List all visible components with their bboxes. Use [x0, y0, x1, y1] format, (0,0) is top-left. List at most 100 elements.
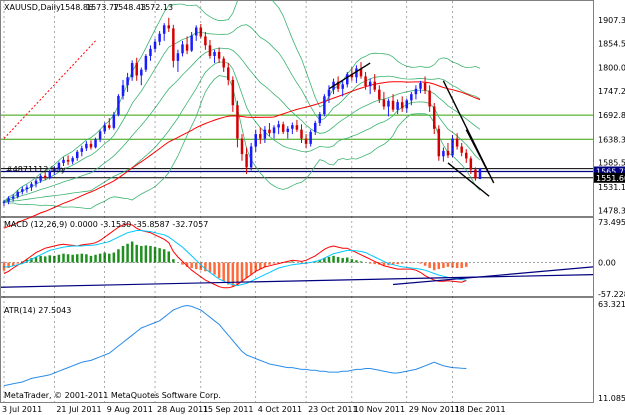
candle-body: [446, 150, 450, 156]
candle-body: [286, 128, 290, 132]
date-axis-tick-label: 23 Oct 2011: [308, 405, 357, 414]
macd-axis-tick-label: 73.4956: [598, 218, 625, 227]
candle-body: [80, 148, 84, 152]
ohlc-high: 1573.77: [86, 3, 119, 12]
candle-body: [153, 41, 157, 49]
candle-body: [126, 77, 129, 86]
candle-body: [222, 58, 225, 68]
atr-chart[interactable]: [3, 304, 467, 387]
macd-axis-tick-label: -57.2286: [598, 290, 625, 299]
price-axis-tick-label: 1854.50: [598, 39, 625, 48]
candle-body: [89, 143, 93, 148]
date-axis-tick-label: 3 Jul 2011: [2, 405, 42, 414]
candle-body: [268, 129, 271, 134]
atr-pane-frame: [0, 297, 594, 403]
candle-body: [469, 158, 473, 170]
candle-body: [281, 124, 285, 132]
candle-body: [387, 100, 390, 107]
candle-body: [231, 79, 235, 106]
candle-body: [190, 35, 193, 51]
candle-body: [396, 102, 399, 110]
moving-average-line: [3, 81, 481, 229]
candle-body: [414, 88, 418, 95]
ohlc-close: 1572.13: [140, 3, 173, 12]
trend-line[interactable]: [465, 129, 490, 175]
candle-body: [323, 96, 326, 115]
candle-body: [378, 89, 381, 100]
candle-body: [48, 171, 52, 179]
atr-axis-tick-label: 11.0856: [598, 394, 625, 403]
order-label[interactable]: #4871112 buy: [6, 165, 66, 174]
price-tag-box: [594, 166, 625, 177]
candle-body: [217, 51, 221, 59]
candle-body: [478, 168, 482, 179]
candle-body: [318, 114, 322, 123]
macd-title: MACD (12,26,9) 0.0000 -3.1530 -35.8587 -…: [4, 220, 208, 229]
candle-body: [85, 143, 88, 149]
date-axis-tick-label: 4 Oct 2011: [258, 405, 302, 414]
trend-line[interactable]: [328, 62, 371, 90]
candle-body: [277, 124, 280, 128]
candle-body: [53, 168, 56, 172]
candle-body: [181, 44, 184, 54]
candle-body: [30, 183, 33, 188]
candle-body: [11, 196, 15, 199]
candle-body: [400, 102, 404, 109]
candle-body: [62, 159, 65, 163]
candle-body: [428, 90, 431, 107]
candle-body: [272, 127, 276, 134]
price-tag-box: [594, 172, 625, 183]
candle-body: [57, 162, 61, 169]
price-axis-tick-label: 1907.30: [598, 16, 625, 25]
candle-body: [245, 154, 248, 168]
candle-body: [185, 44, 189, 51]
candle-body: [176, 53, 180, 61]
candle-body: [410, 94, 413, 101]
candle-body: [34, 180, 38, 184]
candle-body: [144, 55, 148, 70]
candle-body: [295, 125, 299, 130]
atr-line: [3, 304, 467, 387]
date-axis-tick-label: 18 Dec 2011: [455, 405, 506, 414]
price-chart[interactable]: [1, 0, 593, 229]
price-tag-label: 1565.72: [596, 168, 625, 177]
candle-body: [135, 63, 138, 76]
candle-body: [460, 146, 463, 153]
candle-body: [103, 125, 106, 132]
envelope-band-line: [3, 75, 481, 209]
candle-body: [423, 83, 427, 91]
candle-body: [405, 100, 409, 109]
candle-body: [75, 151, 79, 159]
candle-body: [71, 158, 74, 162]
trend-line[interactable]: [447, 162, 490, 197]
price-axis-tick-label: 1692.80: [598, 111, 625, 120]
price-pane-frame: [0, 0, 594, 217]
candle-body: [158, 33, 161, 42]
candle-body: [43, 175, 47, 179]
envelope-band-line: [3, 24, 481, 202]
price-axis-tick-label: 1585.55: [598, 159, 625, 168]
trend-line-dotted[interactable]: [3, 40, 96, 139]
candle-body: [474, 169, 477, 179]
candle-body: [66, 159, 70, 162]
macd-trend-line[interactable]: [392, 266, 594, 286]
candle-body: [167, 25, 171, 29]
date-axis-tick-label: 28 Aug 2011: [157, 405, 208, 414]
candle-body: [236, 105, 239, 139]
candle-body: [327, 89, 331, 97]
candle-body: [98, 131, 102, 140]
ohlc-low: 1548.43: [113, 3, 146, 12]
candle-body: [442, 150, 445, 157]
candle-body: [39, 175, 42, 181]
candle-body: [16, 191, 19, 197]
macd-pane-frame: [0, 217, 594, 297]
candle-body: [227, 67, 230, 80]
candle-body: [94, 139, 97, 148]
candle-body: [336, 81, 340, 89]
macd-trend-line[interactable]: [0, 273, 594, 288]
candle-body: [382, 99, 386, 107]
candle-body: [341, 84, 344, 89]
macd-chart[interactable]: [0, 223, 594, 289]
